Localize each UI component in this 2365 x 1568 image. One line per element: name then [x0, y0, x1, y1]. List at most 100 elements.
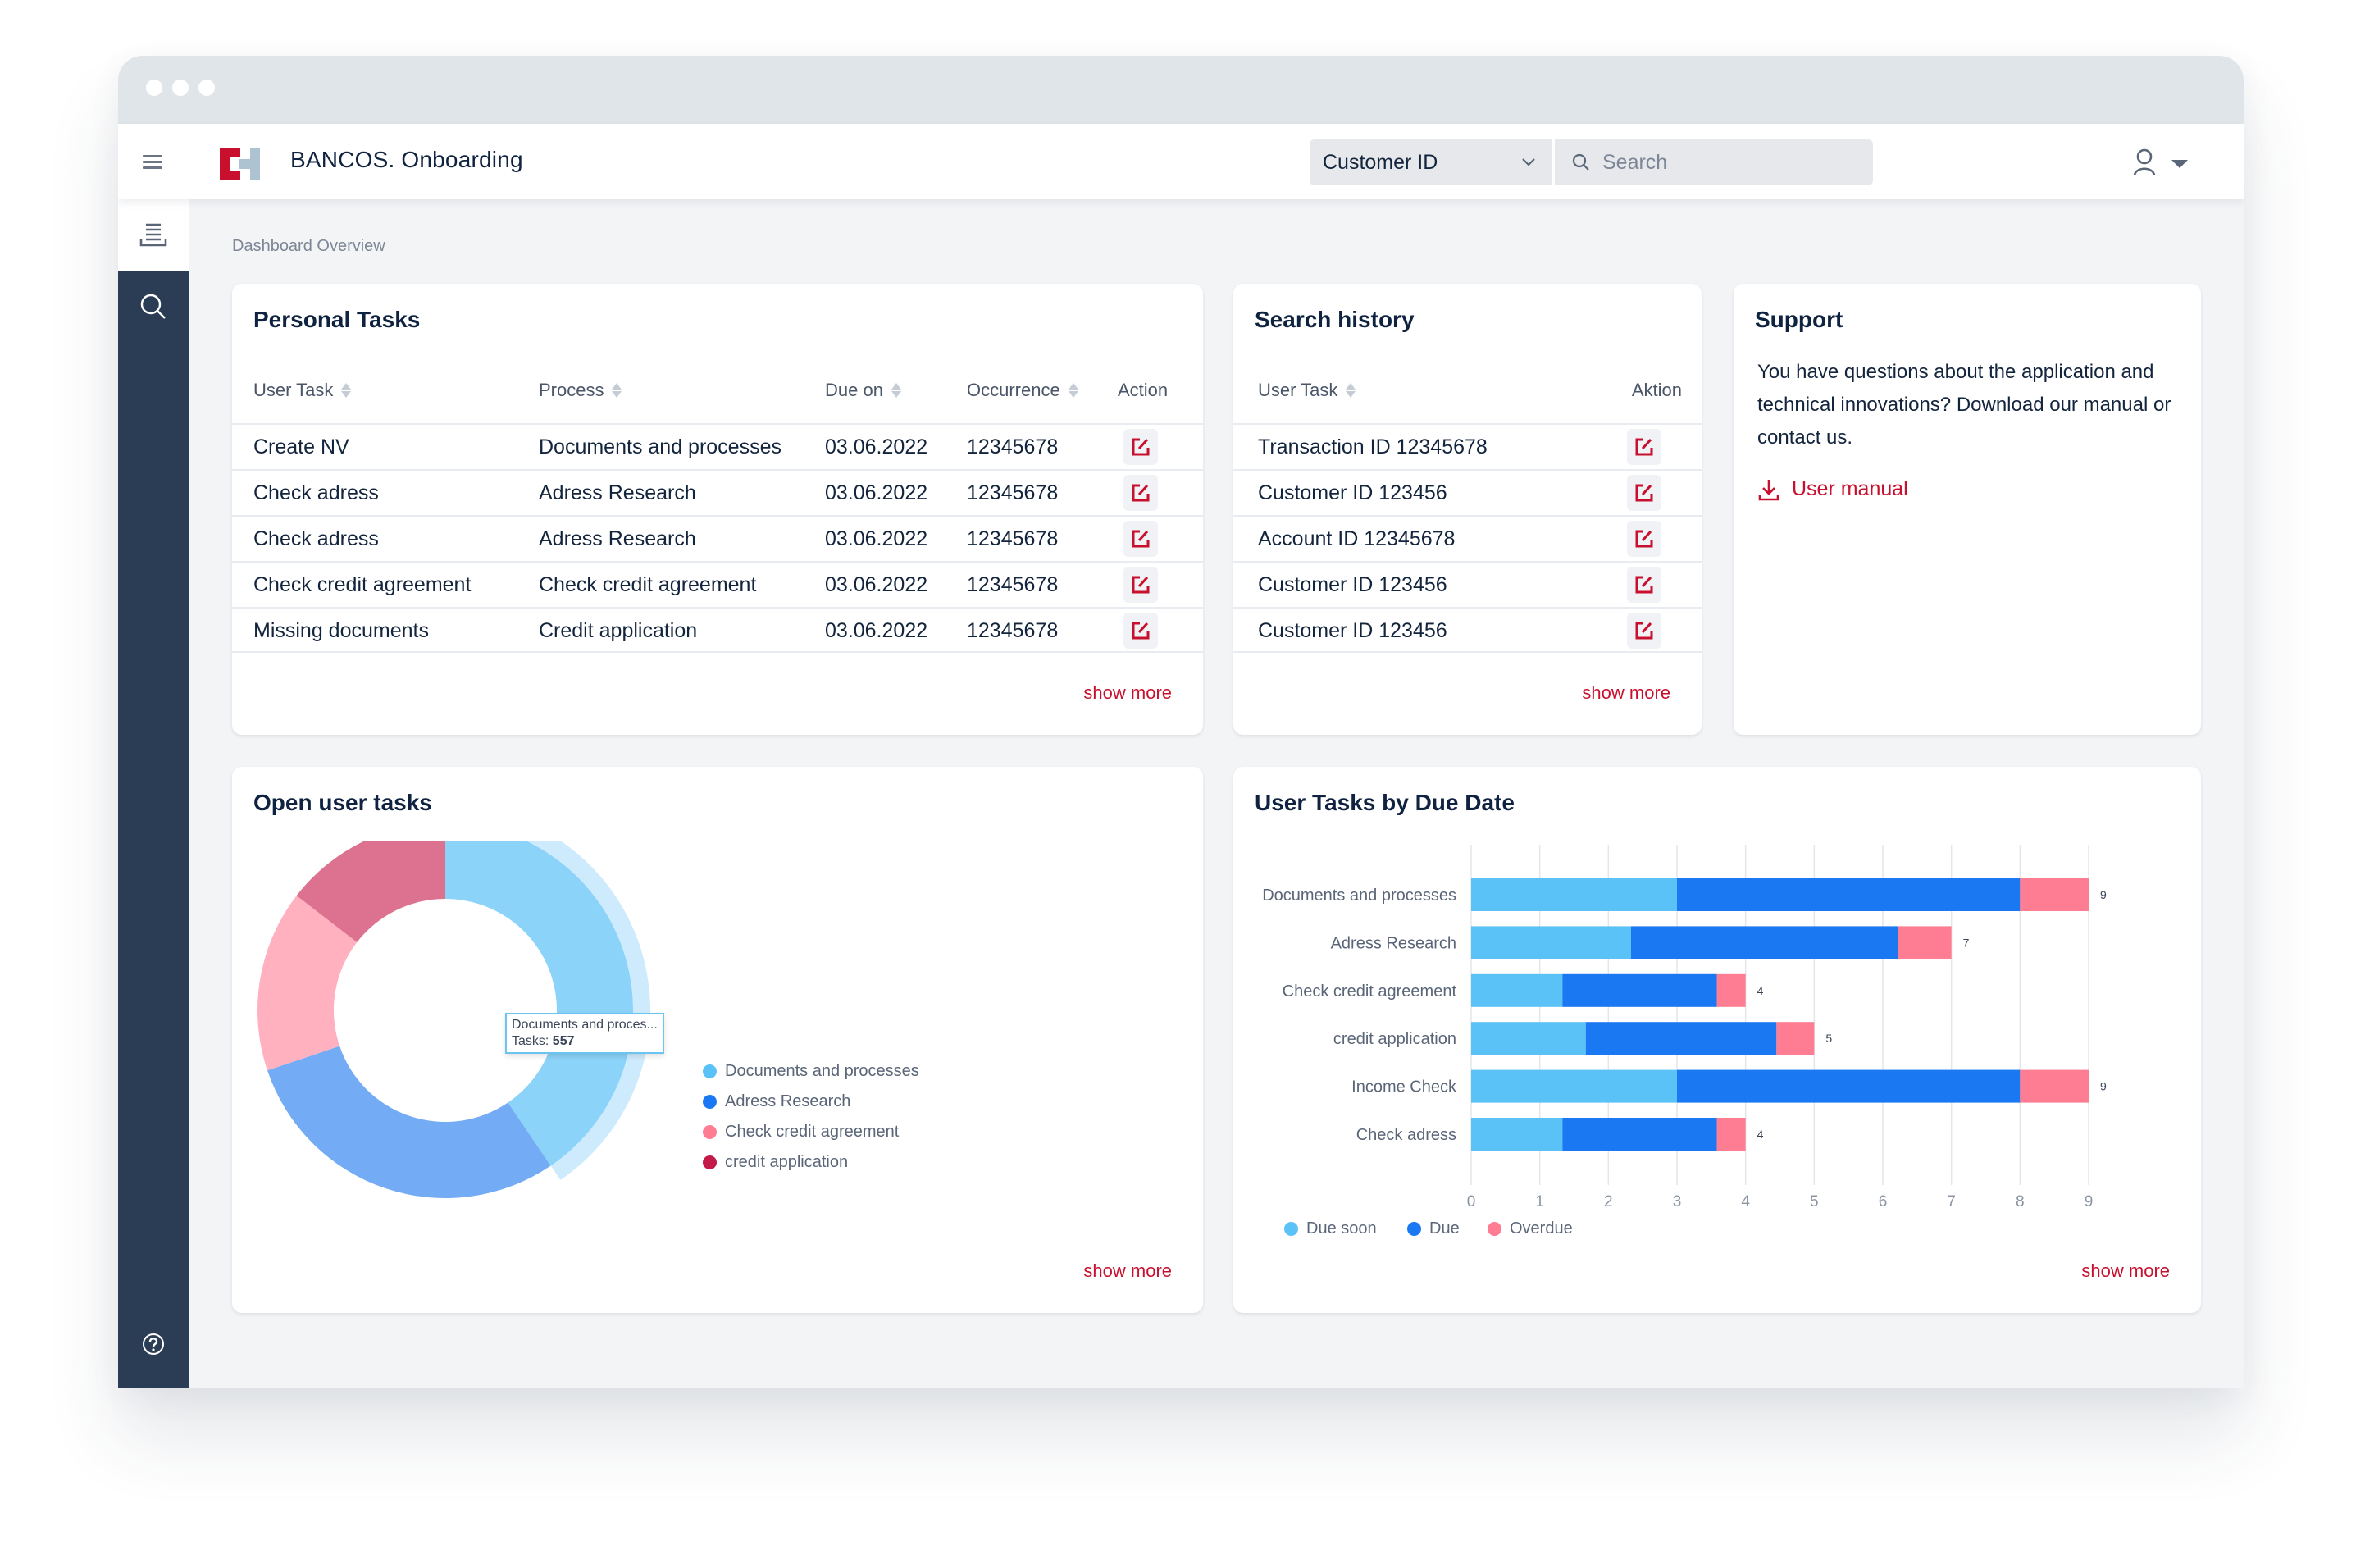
- donut-slice[interactable]: [445, 841, 634, 1166]
- window-dot[interactable]: [198, 80, 215, 96]
- bar-total-label: 5: [1825, 1032, 1832, 1045]
- column-label: Action: [1118, 380, 1169, 400]
- hamburger-icon[interactable]: [143, 153, 162, 170]
- window-dot[interactable]: [146, 80, 162, 96]
- bar-segment-due-soon[interactable]: [1471, 926, 1631, 959]
- column-header-user-task[interactable]: User Task: [1258, 380, 1356, 401]
- show-more-link[interactable]: show more: [1083, 682, 1172, 703]
- user-menu-button[interactable]: [2132, 148, 2198, 178]
- table-row[interactable]: Customer ID 123456: [1233, 561, 1702, 607]
- donut-slice[interactable]: [267, 1046, 551, 1198]
- bar-segment-due-soon[interactable]: [1471, 878, 1677, 911]
- edit-button[interactable]: [1123, 613, 1158, 649]
- sort-icon[interactable]: [1068, 381, 1078, 399]
- table-row[interactable]: Missing documents Credit application 03.06…: [232, 607, 1203, 653]
- legend-item[interactable]: Overdue: [1488, 1219, 1573, 1238]
- bar-segment-due[interactable]: [1630, 926, 1898, 959]
- sidebar-item-help[interactable]: [118, 1315, 189, 1373]
- edit-button[interactable]: [1627, 429, 1661, 465]
- table-row[interactable]: Check adress Adress Research 03.06.2022 123…: [232, 515, 1203, 561]
- edit-button[interactable]: [1627, 475, 1661, 511]
- help-icon: [143, 1333, 164, 1355]
- sort-icon[interactable]: [891, 381, 901, 399]
- table-row[interactable]: Create NV Documents and processes 03.06.20…: [232, 423, 1203, 469]
- legend-item[interactable]: Check credit agreement: [703, 1123, 899, 1142]
- donut-chart: [257, 841, 650, 1198]
- legend-item[interactable]: Adress Research: [703, 1092, 850, 1111]
- legend-label: Check credit agreement: [725, 1123, 900, 1141]
- edit-icon: [1132, 622, 1150, 640]
- bar-segment-due-soon[interactable]: [1471, 1118, 1563, 1151]
- tooltip-label: Documents and proces...: [512, 1018, 658, 1032]
- legend-item[interactable]: Due: [1407, 1219, 1460, 1238]
- bar-segment-due[interactable]: [1562, 1118, 1717, 1151]
- edit-button[interactable]: [1123, 429, 1158, 465]
- column-header-process[interactable]: Process: [539, 380, 622, 401]
- table-row[interactable]: Customer ID 123456: [1233, 607, 1702, 653]
- edit-icon: [1635, 576, 1653, 594]
- sidebar-item-dashboard[interactable]: [118, 199, 189, 271]
- legend-item[interactable]: credit application: [703, 1153, 848, 1172]
- show-more-link[interactable]: show more: [2081, 1260, 2170, 1281]
- legend-item[interactable]: Due soon: [1284, 1219, 1377, 1238]
- edit-button[interactable]: [1627, 521, 1661, 557]
- search-box[interactable]: [1555, 139, 1873, 185]
- table-row[interactable]: Check credit agreement Check credit agree…: [232, 561, 1203, 607]
- column-header-user-task[interactable]: User Task: [253, 380, 352, 401]
- bar-segment-due[interactable]: [1677, 878, 2021, 911]
- edit-button[interactable]: [1627, 613, 1661, 649]
- window-dot[interactable]: [172, 80, 189, 96]
- search-input[interactable]: [1602, 146, 1857, 179]
- search-type-dropdown[interactable]: Customer ID: [1310, 139, 1552, 185]
- table-cell: Documents and processes: [539, 435, 781, 458]
- edit-icon: [1132, 484, 1150, 502]
- table-cell: Customer ID 123456: [1258, 619, 1447, 642]
- bar-segment-overdue[interactable]: [1898, 926, 1952, 959]
- bar-segment-due[interactable]: [1562, 973, 1717, 1007]
- x-tick-label: 2: [1604, 1193, 1613, 1210]
- personal-tasks-card: Personal Tasks User Task Process Due on …: [232, 284, 1203, 735]
- bar-segment-due[interactable]: [1677, 1069, 2021, 1103]
- sort-icon[interactable]: [1346, 381, 1356, 399]
- support-text: You have questions about the application…: [1757, 361, 2171, 449]
- sidebar-item-search[interactable]: [118, 271, 189, 342]
- sort-icon[interactable]: [612, 381, 622, 399]
- bar-segment-due-soon[interactable]: [1471, 973, 1563, 1007]
- table-row[interactable]: Transaction ID 12345678: [1233, 423, 1702, 469]
- bar-segment-due[interactable]: [1585, 1022, 1777, 1055]
- bar-segment-overdue[interactable]: [1716, 1118, 1746, 1151]
- bar-segment-overdue[interactable]: [2020, 878, 2089, 911]
- donut-slice[interactable]: [296, 841, 445, 942]
- legend-item[interactable]: Documents and processes: [703, 1062, 919, 1081]
- show-more-link[interactable]: show more: [1582, 682, 1670, 703]
- column-header-due-on[interactable]: Due on: [825, 380, 901, 401]
- bar-segment-due-soon[interactable]: [1471, 1069, 1677, 1103]
- chevron-down-icon: [1522, 158, 1535, 166]
- edit-button[interactable]: [1123, 567, 1158, 603]
- edit-button[interactable]: [1627, 567, 1661, 603]
- bar-total-label: 9: [2100, 1080, 2107, 1093]
- user-manual-link[interactable]: User manual: [1757, 477, 1908, 501]
- donut-slice[interactable]: [257, 896, 358, 1071]
- show-more-link[interactable]: show more: [1083, 1260, 1172, 1281]
- bar-segment-overdue[interactable]: [2020, 1069, 2089, 1103]
- column-label: Occurrence: [967, 380, 1060, 400]
- edit-button[interactable]: [1123, 475, 1158, 511]
- bar-total-label: 4: [1757, 1128, 1764, 1141]
- bar-segment-overdue[interactable]: [1716, 973, 1746, 1007]
- sort-icon[interactable]: [341, 381, 352, 399]
- table-row[interactable]: Check adress Adress Research 03.06.2022 123…: [232, 469, 1203, 515]
- table-row[interactable]: Account ID 12345678: [1233, 515, 1702, 561]
- legend-label: Adress Research: [725, 1092, 851, 1110]
- table-row[interactable]: Customer ID 123456: [1233, 469, 1702, 515]
- bar-total-label: 9: [2100, 888, 2107, 901]
- card-title: Support: [1755, 307, 1843, 332]
- table-cell: Check adress: [253, 527, 379, 550]
- bar-segment-overdue[interactable]: [1776, 1022, 1815, 1055]
- table-cell: 03.06.2022: [825, 573, 928, 596]
- column-header-occurrence[interactable]: Occurrence: [967, 380, 1078, 401]
- breadcrumb[interactable]: Dashboard Overview: [232, 237, 385, 255]
- table-cell: Missing documents: [253, 619, 429, 642]
- edit-button[interactable]: [1123, 521, 1158, 557]
- bar-segment-due-soon[interactable]: [1471, 1022, 1586, 1055]
